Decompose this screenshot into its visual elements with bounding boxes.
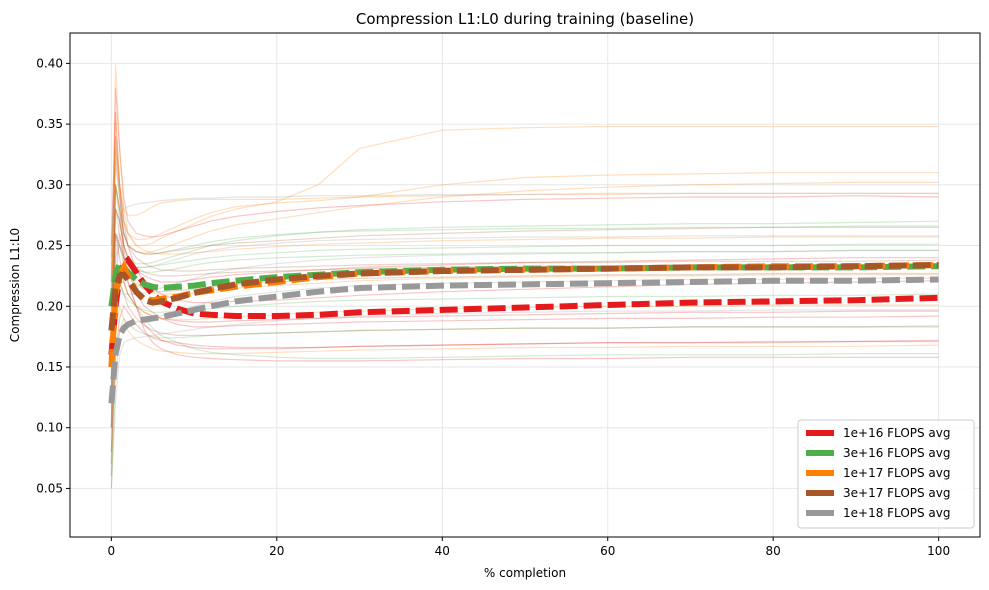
background-run-line <box>110 87 939 283</box>
background-run-line <box>110 192 939 368</box>
series-line <box>108 262 939 331</box>
y-tick-label: 0.25 <box>36 239 63 253</box>
y-tick-label: 0.15 <box>36 360 63 374</box>
background-run-line <box>110 148 939 258</box>
legend-label: 3e+16 FLOPS avg <box>843 446 951 460</box>
background-run-line <box>110 148 939 283</box>
legend-label: 1e+16 FLOPS avg <box>843 426 951 440</box>
y-axis-label: Compression L1:L0 <box>8 228 22 342</box>
x-tick-label: 40 <box>435 544 450 558</box>
x-tick-label: 0 <box>108 544 116 558</box>
background-run-line <box>110 233 939 428</box>
y-tick-label: 0.40 <box>36 56 63 70</box>
background-run-line <box>110 160 939 428</box>
y-tick-label: 0.05 <box>36 481 63 495</box>
background-run-line <box>110 111 939 304</box>
background-run-line <box>110 181 939 428</box>
background-run-line <box>110 309 939 489</box>
background-run-line <box>110 63 939 404</box>
background-run-line <box>110 249 939 404</box>
average-series-lines <box>108 255 939 404</box>
x-tick-label: 80 <box>766 544 781 558</box>
background-run-line <box>110 136 939 307</box>
legend-box <box>797 419 975 529</box>
x-tick-label: 60 <box>600 544 615 558</box>
y-tick-label: 0.10 <box>36 421 63 435</box>
plot-frame <box>69 32 981 538</box>
background-run-line <box>110 281 939 477</box>
legend-label: 1e+17 FLOPS avg <box>843 466 951 480</box>
background-run-line <box>110 304 939 453</box>
legend: 1e+16 FLOPS avg 3e+16 FLOPS avg 1e+17 FLOP… <box>797 419 975 529</box>
background-run-line <box>110 111 939 355</box>
x-tick-label: 100 <box>927 544 950 558</box>
y-tick-label: 0.20 <box>36 299 63 313</box>
background-run-line <box>110 208 939 331</box>
background-run-line <box>110 281 939 428</box>
background-run-line <box>110 184 939 307</box>
series-line <box>108 276 939 404</box>
x-tick-label: 20 <box>269 544 284 558</box>
background-run-line <box>110 233 939 368</box>
axis-ticks: 0 20 40 60 80 100 0.05 0.10 0.15 0.20 0.25 0.30 0.35… <box>36 56 950 558</box>
background-run-line <box>110 281 939 465</box>
chart-title: Compression L1:L0 during training (basel… <box>356 10 694 28</box>
y-tick-label: 0.35 <box>36 117 63 131</box>
background-run-line <box>110 184 939 355</box>
legend-label: 3e+17 FLOPS avg <box>843 486 951 500</box>
legend-label: 1e+18 FLOPS avg <box>843 506 951 520</box>
x-axis-label: % completion <box>484 566 566 580</box>
y-tick-label: 0.30 <box>36 178 63 192</box>
series-line <box>108 255 939 356</box>
background-run-lines <box>110 63 939 489</box>
